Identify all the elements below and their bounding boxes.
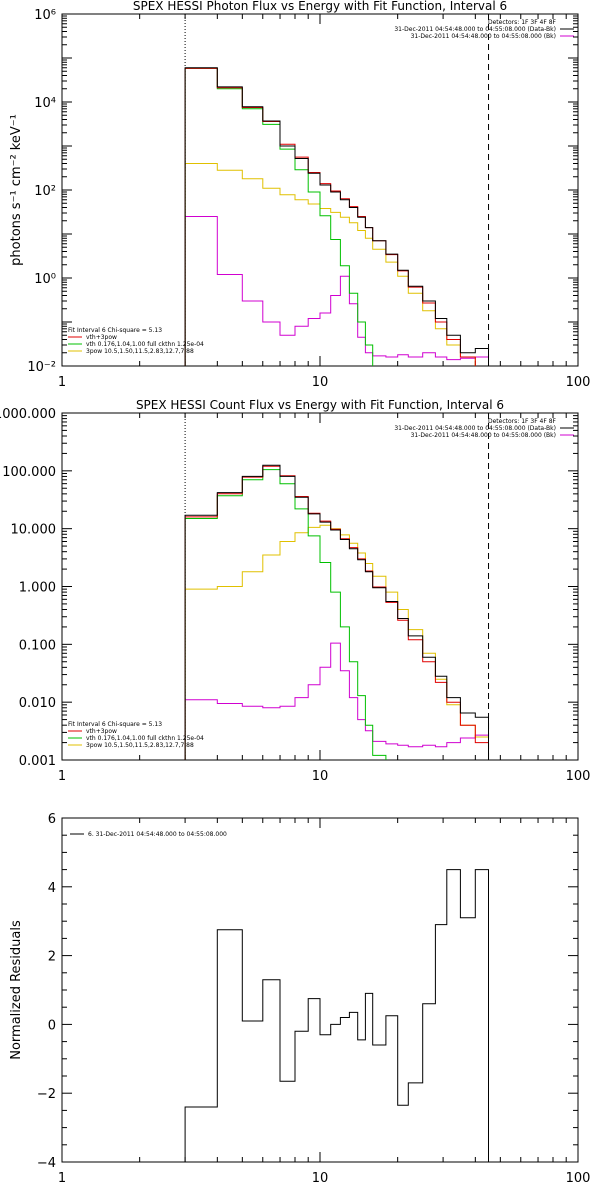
- legend-top-text: 31-Dec-2011 04:54:48.000 to 04:55:08.000…: [411, 432, 556, 439]
- series-line-3pow: [184, 163, 476, 366]
- series-line-bk: [184, 642, 489, 760]
- y-axis: 10⁻² 10⁰ 10² 10⁴ 10⁶: [27, 8, 578, 375]
- plot-frame: [61, 412, 579, 761]
- y-tick-label: −2: [37, 1087, 56, 1102]
- legend-top: 6. 31-Dec-2011 04:54:48.000 to 04:55:08.…: [70, 831, 227, 838]
- y-tick-label: 10⁴: [34, 96, 56, 111]
- chart-title: SPEX HESSI Count Flux vs Energy with Fit…: [136, 398, 504, 412]
- series-group: [184, 464, 489, 760]
- x-tick-label: 100: [566, 375, 591, 390]
- x-tick-label: 100: [566, 1171, 591, 1186]
- x-axis: 1 10 100: [58, 413, 591, 784]
- x-tick-label: 1: [58, 769, 66, 784]
- legend-top-text: Detectors: 1F 3F 4F 8F: [488, 418, 557, 425]
- legend-bottom: Fit Interval 6 Chi-square = 5.13vth+3pow…: [68, 327, 204, 355]
- y-tick-label: −4: [37, 1156, 56, 1171]
- series-line-vth-3pow: [184, 465, 489, 760]
- legend-top-text: 6. 31-Dec-2011 04:54:48.000 to 04:55:08.…: [88, 831, 227, 838]
- legend-bottom-text: vth 0.176,1.04,1.00 full ckthn 1.25e-04: [86, 735, 204, 742]
- legend-bottom-text: 3pow 10.5,1.50,11.5,2.83,12.7,7.88: [86, 348, 194, 355]
- y-axis-label: photons s⁻¹ cm⁻² keV⁻¹: [9, 114, 24, 266]
- y-tick-label: 0.100: [19, 638, 56, 653]
- y-tick-label: 10⁻²: [27, 360, 56, 375]
- y-tick-label: 1.000: [19, 581, 56, 596]
- legend-bottom: Fit Interval 6 Chi-square = 5.13vth+3pow…: [68, 721, 204, 749]
- x-tick-label: 10: [312, 769, 329, 784]
- legend-top-text: 31-Dec-2011 04:54:48.000 to 04:55:08.000…: [411, 33, 556, 40]
- series-line-vth: [184, 67, 374, 366]
- x-tick-label: 1: [58, 375, 66, 390]
- legend-top-text: Detectors: 1F 3F 4F 8F: [488, 19, 557, 26]
- y-tick-label: 0: [48, 1018, 56, 1033]
- chart-title: SPEX HESSI Photon Flux vs Energy with Fi…: [133, 0, 507, 13]
- y-tick-label: 10²: [34, 184, 56, 199]
- y-tick-label: 0.001: [19, 754, 56, 769]
- x-axis: 1 10 100: [58, 14, 591, 390]
- legend-bottom-text: vth+3pow: [86, 728, 117, 735]
- legend-top-text: 31-Dec-2011 04:54:48.000 to 04:55:08.000…: [394, 26, 556, 33]
- y-tick-label: 1000.000: [0, 407, 56, 422]
- y-tick-label: 10.000: [11, 523, 57, 538]
- series-line-data-bk: [184, 464, 489, 760]
- series-line-vth: [184, 469, 387, 760]
- chart-panel-1: 1 10 100 10⁻² 10⁰ 10² 10⁴ 10⁶ SPEX HESSI Photon …: [9, 0, 591, 390]
- y-tick-label: 6: [48, 812, 56, 827]
- legend-bottom-text: Fit Interval 6 Chi-square = 5.13: [68, 721, 162, 728]
- y-tick-label: 100.000: [2, 465, 56, 480]
- legend-bottom-text: Fit Interval 6 Chi-square = 5.13: [68, 327, 162, 334]
- y-axis: −4 −2 0 2 4 6: [37, 812, 578, 1171]
- legend-bottom-text: 3pow 10.5,1.50,11.5,2.83,12.7,7.88: [86, 742, 194, 749]
- chart-panel-2: 1 10 1000.0010.0100.1001.00010.000100.0001…: [0, 398, 591, 784]
- x-tick-label: 10: [312, 375, 329, 390]
- chart-panel-3: 1 10 100 −4 −2 0 2 4 6 Normalized Residuals 6. 31-…: [9, 812, 590, 1186]
- y-tick-label: 10⁰: [34, 272, 56, 287]
- legend-bottom-text: vth 0.176,1.04,1.00 full ckthn 1.25e-04: [86, 341, 204, 348]
- x-tick-label: 10: [312, 1171, 329, 1186]
- y-axis: 0.001 0.010 0.100 1.000 10.000 100.000 1000.00…: [0, 407, 578, 769]
- y-tick-label: 10⁶: [34, 8, 56, 23]
- plot-frame: [61, 817, 579, 1163]
- series-group: [184, 869, 489, 1162]
- legend-top-text: 31-Dec-2011 04:54:48.000 to 04:55:08.000…: [394, 425, 556, 432]
- series-line-3pow: [184, 524, 489, 760]
- y-tick-label: 4: [48, 881, 56, 896]
- legend-bottom-text: vth+3pow: [86, 334, 117, 341]
- series-group: [184, 67, 489, 366]
- y-tick-label: 2: [48, 950, 56, 965]
- x-tick-label: 100: [566, 769, 591, 784]
- series-line-data-bk: [184, 67, 489, 366]
- y-tick-label: 0.010: [19, 696, 56, 711]
- series-line-vth-3pow: [184, 67, 476, 366]
- x-axis: 1 10 100: [58, 818, 591, 1186]
- series-line-residuals: [184, 869, 489, 1162]
- x-tick-label: 1: [58, 1171, 66, 1186]
- y-axis-label: Normalized Residuals: [9, 920, 24, 1060]
